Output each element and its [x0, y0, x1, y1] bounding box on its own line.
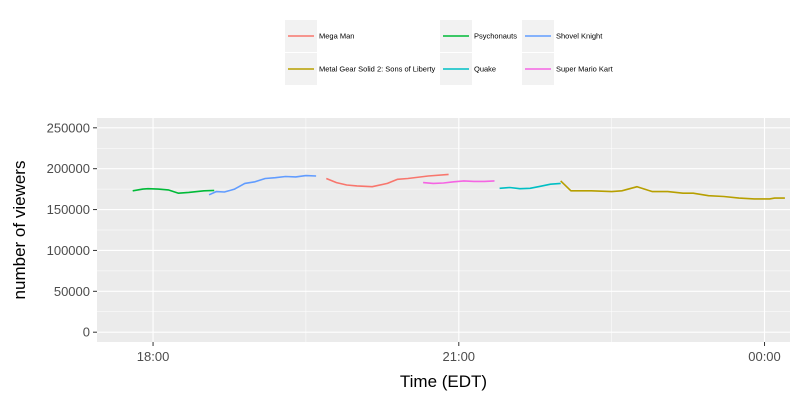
y-axis-title: number of viewers — [10, 161, 29, 300]
legend-label-shovel-knight: Shovel Knight — [556, 32, 603, 41]
legend-label-psychonauts: Psychonauts — [474, 32, 517, 41]
legend-label-quake: Quake — [474, 65, 496, 74]
y-axis: 0 50000 100000 150000 200000 250000 — [47, 120, 97, 340]
legend: Mega Man Metal Gear Solid 2: Sons of Libe… — [285, 20, 614, 85]
y-tick-label: 200000 — [47, 161, 90, 176]
y-tick-label: 100000 — [47, 243, 90, 258]
series-lines — [132, 173, 785, 200]
legend-label-mega-man: Mega Man — [319, 32, 354, 41]
minor-gridlines — [97, 118, 790, 342]
x-tick-label: 00:00 — [748, 349, 781, 364]
x-tick-label: 18:00 — [137, 349, 170, 364]
series-line-shovel-knight — [208, 174, 317, 196]
series-line-metal-gear-solid-2-sons-of-liberty — [560, 180, 785, 200]
x-tick-label: 21:00 — [443, 349, 476, 364]
series-line-quake — [499, 182, 561, 190]
series-line-super-mario-kart — [423, 180, 495, 185]
y-tick-label: 50000 — [54, 284, 90, 299]
legend-label-super-mario-kart: Super Mario Kart — [556, 65, 614, 74]
y-tick-label: 150000 — [47, 202, 90, 217]
series-line-psychonauts — [132, 187, 215, 194]
x-axis: 18:00 21:00 00:00 — [137, 342, 781, 364]
major-gridlines — [97, 118, 790, 342]
x-axis-title: Time (EDT) — [400, 372, 487, 391]
series-line-mega-man — [326, 173, 449, 188]
y-tick-label: 0 — [83, 325, 90, 340]
y-tick-label: 250000 — [47, 120, 90, 135]
legend-label-metal-gear-solid-2-sons-of-liberty: Metal Gear Solid 2: Sons of Liberty — [319, 65, 436, 74]
